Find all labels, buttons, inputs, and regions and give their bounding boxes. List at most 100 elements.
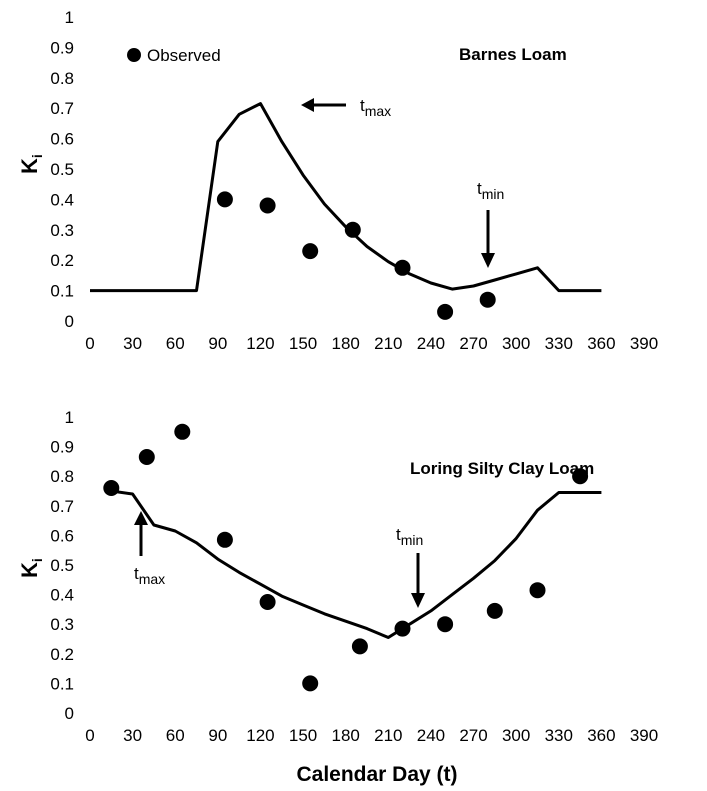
observed-point	[394, 259, 411, 276]
y-axis-label: Ki	[17, 558, 45, 578]
tmin-label: tmin	[477, 179, 504, 202]
annotation-layer: tmax tmin	[134, 511, 425, 608]
x-tick-label: 210	[374, 726, 402, 745]
y-tick-label: 0.4	[50, 586, 74, 605]
observed-point	[394, 620, 411, 637]
tmax-label: tmax	[360, 96, 391, 119]
x-tick-label: 240	[417, 334, 445, 353]
series-line	[111, 489, 602, 639]
data-layer	[103, 423, 602, 692]
y-axis-label: Ki	[17, 154, 45, 174]
tmin-annotation: tmin	[477, 179, 504, 268]
observed-point	[216, 191, 233, 208]
y-tick-label: 0.5	[50, 160, 74, 179]
y-tick-label: 0.9	[50, 38, 74, 57]
x-tick-label: 30	[123, 334, 142, 353]
y-tick-label: 0	[65, 312, 74, 331]
x-tick-label: 30	[123, 726, 142, 745]
observed-point	[344, 221, 361, 238]
legend: Observed	[127, 46, 221, 65]
y-tick-label: 0.8	[50, 467, 74, 486]
axes-layer: 0 30 60 90 120 150 180 210 240 270 300 330 360 390 0 0.…	[50, 408, 658, 745]
y-tick-label: 0.3	[50, 221, 74, 240]
tmin-annotation: tmin	[396, 525, 425, 608]
series-line	[90, 102, 602, 293]
x-tick-label: 120	[246, 726, 274, 745]
x-tick-label: 270	[459, 334, 487, 353]
observed-point	[437, 616, 454, 633]
chart-panel-loring-silty-clay-loam: Loring Silty Clay Loam Ki Calendar Day (…	[17, 408, 658, 786]
observed-point	[437, 303, 454, 320]
y-tick-label: 1	[65, 408, 74, 427]
x-tick-label: 300	[502, 334, 530, 353]
observed-point	[529, 582, 546, 599]
x-tick-label: 240	[417, 726, 445, 745]
x-tick-label: 0	[85, 334, 94, 353]
tmax-arrowhead	[301, 98, 314, 112]
x-tick-label: 0	[85, 726, 94, 745]
y-tick-label: 0.6	[50, 130, 74, 149]
data-layer	[90, 102, 602, 320]
y-tick-label: 0.5	[50, 556, 74, 575]
y-tick-label: 0.2	[50, 645, 74, 664]
y-tick-label: 0.1	[50, 282, 74, 301]
x-tick-label: 390	[630, 726, 658, 745]
chart-title: Barnes Loam	[459, 45, 567, 64]
x-tick-label: 90	[208, 726, 227, 745]
tmax-arrowhead	[134, 511, 148, 525]
axes-layer: 0 30 60 90 120 150 180 210 240 270 300 330 360 390 0 0.…	[50, 8, 658, 353]
y-tick-label: 0.1	[50, 674, 74, 693]
observed-point	[302, 243, 319, 260]
x-tick-label: 210	[374, 334, 402, 353]
x-axis-label: Calendar Day (t)	[296, 763, 457, 786]
chart-title: Loring Silty Clay Loam	[410, 459, 594, 478]
observed-point	[216, 531, 233, 548]
observed-point	[138, 449, 155, 465]
y-tick-label: 0.7	[50, 497, 74, 516]
observed-point	[302, 675, 319, 692]
observed-point	[479, 291, 496, 308]
x-tick-label: 390	[630, 334, 658, 353]
y-tick-label: 1	[65, 8, 74, 27]
y-tick-label: 0	[65, 704, 74, 723]
y-tick-label: 0.2	[50, 251, 74, 270]
tmin-label: tmin	[396, 525, 423, 548]
x-tick-label: 270	[459, 726, 487, 745]
tmax-label: tmax	[134, 564, 165, 587]
x-tick-label: 360	[587, 726, 615, 745]
x-tick-label: 300	[502, 726, 530, 745]
y-tick-label: 0.9	[50, 438, 74, 457]
x-tick-label: 330	[545, 334, 573, 353]
x-tick-label: 120	[246, 334, 274, 353]
y-tick-label: 0.3	[50, 615, 74, 634]
y-tick-label: 0.8	[50, 69, 74, 88]
observed-point	[486, 602, 503, 619]
tmax-annotation: tmax	[301, 96, 391, 119]
y-tick-label: 0.4	[50, 190, 74, 209]
observed-point	[572, 468, 589, 485]
y-tick-label: 0.7	[50, 99, 74, 118]
x-tick-label: 180	[332, 726, 360, 745]
x-tick-label: 360	[587, 334, 615, 353]
y-tick-label: 0.6	[50, 526, 74, 545]
tmin-arrowhead	[411, 593, 425, 608]
x-tick-label: 60	[166, 334, 185, 353]
tmax-annotation: tmax	[134, 511, 165, 587]
observed-point	[351, 638, 368, 655]
x-tick-label: 60	[166, 726, 185, 745]
tmin-arrowhead	[481, 253, 495, 268]
x-tick-label: 180	[332, 334, 360, 353]
annotation-layer: tmax tmin	[301, 96, 504, 268]
x-tick-label: 150	[289, 726, 317, 745]
observed-point	[103, 480, 120, 496]
legend-marker	[127, 48, 141, 62]
observed-point	[259, 594, 276, 610]
legend-label: Observed	[147, 46, 221, 65]
x-tick-label: 330	[545, 726, 573, 745]
x-tick-label: 150	[289, 334, 317, 353]
chart-panel-barnes-loam: Barnes Loam Ki Observed 0 30 60 90 120 150 180…	[17, 8, 658, 353]
observed-point	[174, 423, 191, 440]
x-tick-label: 90	[208, 334, 227, 353]
observed-point	[259, 197, 276, 214]
